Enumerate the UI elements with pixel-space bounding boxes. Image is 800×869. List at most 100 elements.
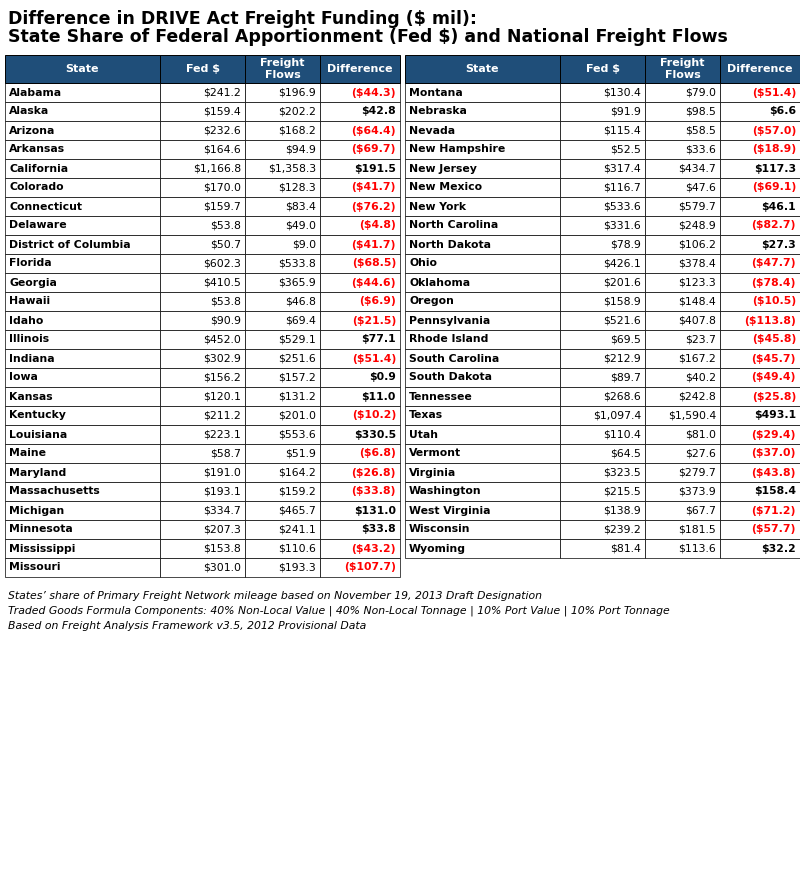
Text: West Virginia: West Virginia: [409, 506, 490, 515]
Text: South Dakota: South Dakota: [409, 373, 492, 382]
Text: $191.0: $191.0: [203, 468, 241, 477]
Text: $196.9: $196.9: [278, 88, 316, 97]
Text: $53.8: $53.8: [210, 296, 241, 307]
Bar: [405, 140, 560, 159]
Bar: [245, 539, 320, 558]
Bar: [5, 140, 160, 159]
Bar: [645, 406, 720, 425]
Bar: [645, 539, 720, 558]
Text: ($21.5): ($21.5): [352, 315, 396, 326]
Text: Oregon: Oregon: [409, 296, 454, 307]
Bar: [405, 55, 560, 83]
Bar: [160, 55, 245, 83]
Bar: [560, 501, 645, 520]
Text: $248.9: $248.9: [678, 221, 716, 230]
Bar: [160, 539, 245, 558]
Bar: [645, 368, 720, 387]
Text: $1,166.8: $1,166.8: [193, 163, 241, 174]
Text: Florida: Florida: [9, 258, 52, 269]
Bar: [245, 254, 320, 273]
Text: $323.5: $323.5: [603, 468, 641, 477]
Bar: [645, 140, 720, 159]
Bar: [245, 140, 320, 159]
Text: State: State: [66, 64, 99, 74]
Bar: [645, 501, 720, 520]
Bar: [720, 140, 800, 159]
Text: $98.5: $98.5: [685, 107, 716, 116]
Bar: [645, 83, 720, 102]
Text: Washington: Washington: [409, 487, 482, 496]
Text: $410.5: $410.5: [203, 277, 241, 288]
Bar: [720, 463, 800, 482]
Bar: [5, 83, 160, 102]
Bar: [645, 102, 720, 121]
Bar: [320, 349, 400, 368]
Text: $32.2: $32.2: [762, 543, 796, 554]
Bar: [5, 216, 160, 235]
Bar: [720, 444, 800, 463]
Text: Indiana: Indiana: [9, 354, 54, 363]
Text: ($69.1): ($69.1): [752, 182, 796, 193]
Text: $27.3: $27.3: [762, 240, 796, 249]
Bar: [560, 368, 645, 387]
Bar: [320, 444, 400, 463]
Bar: [245, 520, 320, 539]
Bar: [320, 273, 400, 292]
Bar: [720, 254, 800, 273]
Text: $51.9: $51.9: [285, 448, 316, 459]
Text: $110.6: $110.6: [278, 543, 316, 554]
Text: ($45.7): ($45.7): [752, 354, 796, 363]
Bar: [245, 425, 320, 444]
Bar: [720, 482, 800, 501]
Text: North Dakota: North Dakota: [409, 240, 491, 249]
Bar: [320, 178, 400, 197]
Text: $78.9: $78.9: [610, 240, 641, 249]
Bar: [645, 349, 720, 368]
Bar: [245, 311, 320, 330]
Bar: [5, 520, 160, 539]
Text: ($78.4): ($78.4): [752, 277, 796, 288]
Text: $50.7: $50.7: [210, 240, 241, 249]
Text: Michigan: Michigan: [9, 506, 64, 515]
Bar: [160, 387, 245, 406]
Bar: [160, 368, 245, 387]
Bar: [245, 501, 320, 520]
Text: ($82.7): ($82.7): [752, 221, 796, 230]
Bar: [645, 463, 720, 482]
Text: $90.9: $90.9: [210, 315, 241, 326]
Bar: [720, 520, 800, 539]
Text: ($33.8): ($33.8): [352, 487, 396, 496]
Bar: [560, 520, 645, 539]
Bar: [645, 178, 720, 197]
Text: $1,590.4: $1,590.4: [668, 410, 716, 421]
Bar: [160, 178, 245, 197]
Text: Traded Goods Formula Components: 40% Non-Local Value | 40% Non-Local Tonnage | 1: Traded Goods Formula Components: 40% Non…: [8, 606, 670, 616]
Text: ($37.0): ($37.0): [752, 448, 796, 459]
Text: $9.0: $9.0: [292, 240, 316, 249]
Text: Freight
Flows: Freight Flows: [660, 58, 705, 80]
Text: $334.7: $334.7: [203, 506, 241, 515]
Bar: [320, 235, 400, 254]
Bar: [5, 368, 160, 387]
Bar: [405, 330, 560, 349]
Bar: [720, 539, 800, 558]
Text: ($45.8): ($45.8): [752, 335, 796, 344]
Bar: [160, 311, 245, 330]
Text: $529.1: $529.1: [278, 335, 316, 344]
Bar: [5, 235, 160, 254]
Text: Idaho: Idaho: [9, 315, 43, 326]
Text: $157.2: $157.2: [278, 373, 316, 382]
Text: Hawaii: Hawaii: [9, 296, 50, 307]
Text: ($57.7): ($57.7): [752, 525, 796, 534]
Text: $91.9: $91.9: [610, 107, 641, 116]
Text: $212.9: $212.9: [603, 354, 641, 363]
Text: Fed $: Fed $: [186, 64, 219, 74]
Bar: [245, 216, 320, 235]
Bar: [5, 55, 160, 83]
Text: $159.4: $159.4: [203, 107, 241, 116]
Bar: [245, 55, 320, 83]
Bar: [720, 102, 800, 121]
Bar: [720, 406, 800, 425]
Bar: [405, 159, 560, 178]
Text: $301.0: $301.0: [203, 562, 241, 573]
